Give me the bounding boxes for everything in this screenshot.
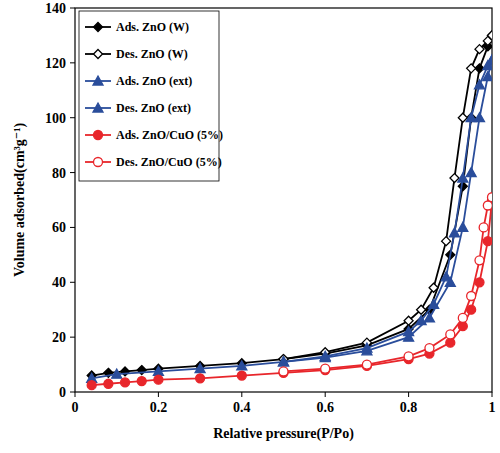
data-point: [121, 378, 130, 387]
data-point: [458, 313, 467, 322]
y-tick: [70, 392, 75, 393]
data-point: [467, 113, 476, 122]
data-point: [137, 377, 146, 386]
series-line: [92, 200, 492, 385]
series-line: [92, 60, 492, 378]
chart: 0 0.2 0.4 0.6 0.8 1 0 20 40 60 80 100 120 140 Relative…: [0, 0, 500, 453]
data-point: [475, 278, 484, 287]
legend-marker: [93, 76, 103, 85]
legend-label: Des. ZnO (ext): [116, 101, 191, 115]
y-tick: [70, 172, 75, 173]
data-point: [195, 364, 205, 373]
data-point: [467, 64, 476, 73]
data-point: [441, 272, 451, 281]
series-line: [92, 35, 492, 375]
data-point: [154, 375, 163, 384]
data-point: [483, 201, 492, 210]
legend-marker: [94, 23, 103, 32]
data-point: [483, 237, 492, 246]
data-point: [429, 283, 438, 292]
y-tick: [70, 227, 75, 228]
data-point: [466, 113, 476, 122]
legend-marker: [94, 50, 103, 59]
data-point: [237, 361, 247, 370]
data-point: [458, 222, 468, 231]
x-tick-label: 0.2: [150, 400, 168, 415]
data-point: [466, 168, 476, 177]
x-tick: [75, 392, 76, 397]
y-tick-label: 60: [52, 220, 66, 235]
x-tick: [158, 392, 159, 397]
data-point: [404, 316, 413, 325]
y-tick: [70, 282, 75, 283]
data-point: [446, 330, 455, 339]
data-point: [404, 352, 413, 361]
data-point: [442, 237, 451, 246]
data-point: [362, 343, 372, 352]
data-point: [475, 256, 484, 265]
x-tick-label: 0: [72, 400, 79, 415]
series-line: [284, 197, 493, 371]
legend-marker: [94, 131, 103, 140]
data-point: [321, 364, 330, 373]
legend-marker: [93, 103, 103, 112]
x-tick: [408, 392, 409, 397]
plot-data: [87, 31, 492, 390]
legend-label: Ads. ZnO (W): [116, 20, 189, 34]
legend: Ads. ZnO (W) Des. ZnO (W) Ads. ZnO (ext) De…: [79, 11, 223, 181]
data-point: [279, 357, 289, 366]
x-tick-label: 0.6: [316, 400, 334, 415]
data-point: [483, 36, 492, 45]
data-point: [104, 379, 113, 388]
legend-label: Ads. ZnO (ext): [116, 74, 192, 88]
x-tick: [241, 392, 242, 397]
y-tick-label: 0: [59, 385, 66, 400]
y-tick-label: 100: [45, 111, 66, 126]
legend-marker: [94, 158, 103, 167]
x-axis-label: Relative pressure(P/Po): [213, 426, 354, 442]
data-point: [475, 45, 484, 54]
data-point: [87, 381, 96, 390]
y-tick-label: 40: [52, 275, 66, 290]
data-point: [362, 360, 371, 369]
plot-frame: [75, 8, 492, 392]
legend-label: Des. ZnO/CuO (5%): [116, 155, 222, 169]
x-tick: [492, 392, 493, 397]
legend-label: Des. ZnO (W): [116, 47, 188, 61]
data-point: [467, 292, 476, 301]
data-point: [416, 316, 426, 325]
y-tick-label: 80: [52, 166, 66, 181]
data-point: [196, 374, 205, 383]
y-tick: [70, 337, 75, 338]
data-point: [425, 344, 434, 353]
legend-label: Ads. ZnO/CuO (5%): [116, 128, 223, 142]
y-tick-label: 140: [45, 1, 66, 16]
x-tick: [325, 392, 326, 397]
y-tick: [70, 117, 75, 118]
data-point: [417, 305, 426, 314]
data-point: [112, 369, 122, 378]
x-tick-label: 1: [489, 400, 496, 415]
y-tick: [70, 62, 75, 63]
y-tick: [70, 8, 75, 9]
data-point: [479, 223, 488, 232]
x-tick-label: 0.4: [233, 400, 251, 415]
data-point: [474, 80, 484, 89]
data-point: [404, 327, 414, 336]
y-tick-label: 20: [52, 330, 66, 345]
data-point: [458, 173, 468, 182]
data-point: [237, 371, 246, 380]
data-point: [449, 228, 459, 237]
y-tick-label: 120: [45, 56, 66, 71]
data-point: [483, 61, 492, 70]
data-point: [279, 367, 288, 376]
series-line: [284, 60, 493, 362]
data-point: [320, 351, 330, 360]
x-tick-label: 0.8: [400, 400, 418, 415]
data-point: [153, 366, 163, 375]
data-point: [429, 299, 439, 308]
y-axis-label: Volume adsorbed(cm³g⁻¹): [12, 123, 28, 277]
